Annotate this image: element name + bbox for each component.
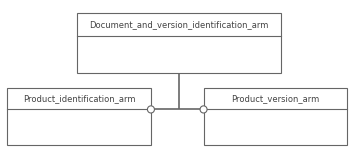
Bar bbox=[204, 88, 347, 145]
Bar bbox=[77, 13, 281, 73]
Bar bbox=[7, 88, 151, 145]
Ellipse shape bbox=[200, 106, 207, 113]
Ellipse shape bbox=[147, 106, 154, 113]
Text: Product_identification_arm: Product_identification_arm bbox=[23, 94, 135, 103]
Text: Document_and_version_identification_arm: Document_and_version_identification_arm bbox=[89, 20, 269, 29]
Text: Product_version_arm: Product_version_arm bbox=[231, 94, 320, 103]
